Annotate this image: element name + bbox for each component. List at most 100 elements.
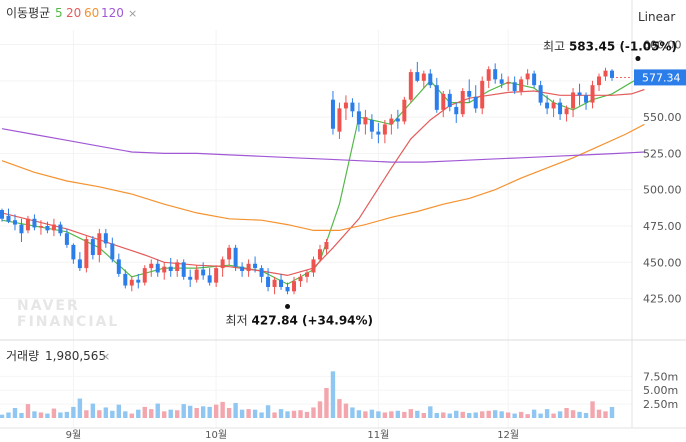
candle-body: [473, 96, 478, 109]
candle-body: [110, 243, 115, 260]
volume-bar: [363, 411, 368, 418]
candle-body: [493, 69, 498, 80]
ma-legend-120[interactable]: 120: [101, 6, 124, 20]
candle-body: [136, 279, 141, 283]
candle-body: [506, 82, 511, 84]
current-price-tag: [634, 69, 686, 86]
volume-bar: [609, 407, 615, 418]
volume-bar: [551, 413, 556, 418]
volume-bar: [64, 411, 70, 418]
candle-body: [0, 210, 4, 219]
candle-body: [58, 224, 63, 234]
volume-bar: [19, 413, 24, 418]
candle-body: [142, 268, 147, 283]
ma-legend-5[interactable]: 5: [55, 6, 63, 20]
volume-bar: [116, 404, 122, 418]
ma-legend-20[interactable]: 20: [66, 6, 81, 20]
volume-bar: [408, 409, 414, 418]
candle-body: [512, 82, 517, 91]
volume-bar: [32, 411, 37, 418]
volume-bar: [110, 410, 115, 418]
volume-bar: [246, 409, 251, 418]
candle-body: [499, 79, 504, 84]
candle-body: [259, 268, 264, 277]
volume-bar: [447, 413, 452, 418]
price-tick-label: 450.00: [643, 256, 682, 269]
high-value: 583.45 (-1.05%): [569, 40, 677, 54]
volume-bar: [123, 411, 128, 418]
candle-body: [175, 262, 180, 272]
candle-body: [376, 131, 381, 135]
candle-body: [162, 266, 167, 273]
volume-bar: [415, 410, 420, 418]
high-label: 최고: [543, 40, 565, 54]
scale-button-bg[interactable]: [633, 4, 685, 28]
volume-legend-close-icon[interactable]: ×: [101, 350, 110, 363]
volume-bar: [337, 399, 342, 418]
candle-body: [538, 85, 543, 103]
volume-bar: [187, 405, 193, 418]
candle-body: [402, 99, 407, 122]
candle-body: [233, 247, 238, 267]
candle-body: [324, 241, 329, 250]
low-value: 427.84 (+34.94%): [252, 313, 374, 327]
candle-body: [6, 215, 11, 222]
candle-body: [149, 263, 154, 269]
volume-bar: [531, 409, 537, 418]
candle-body: [454, 106, 459, 115]
volume-bar: [369, 409, 375, 418]
volume-bar: [298, 410, 303, 418]
ma-legend-60[interactable]: 60: [84, 6, 99, 20]
scale-button-label[interactable]: Linear: [638, 10, 675, 24]
time-tick-label: 10월: [205, 429, 227, 441]
volume-bar: [142, 406, 147, 418]
volume-legend-label: 거래량: [6, 349, 39, 363]
time-tick-label: 9월: [66, 429, 82, 441]
candle-body: [532, 73, 537, 86]
low-marker: [285, 303, 291, 309]
scale-button[interactable]: Linear: [633, 4, 685, 28]
candle-body: [337, 108, 342, 132]
ma-legend-close-icon[interactable]: ×: [128, 7, 137, 20]
volume-bar: [544, 409, 550, 418]
volume-bar: [226, 408, 232, 418]
candle-body: [253, 263, 258, 269]
volume-bar: [441, 412, 446, 418]
volume-bar: [129, 413, 134, 418]
candle-body: [19, 224, 24, 234]
candle-body: [201, 269, 206, 276]
volume-bar: [25, 404, 31, 418]
volume-bar: [518, 411, 524, 418]
candle-body: [363, 117, 368, 125]
candle-body: [188, 276, 193, 280]
volume-bar: [90, 403, 96, 418]
volume-bar: [0, 414, 5, 418]
volume-bar: [311, 407, 316, 418]
volume-bar: [603, 411, 608, 418]
candle-body: [597, 76, 602, 86]
volume-bar: [564, 408, 569, 418]
candle-body: [103, 233, 108, 244]
volume-bar: [402, 411, 407, 418]
volume-bar: [317, 401, 323, 418]
candle-body: [584, 95, 589, 103]
candle-body: [486, 69, 491, 81]
volume-bar: [272, 412, 277, 418]
volume-bar: [434, 413, 439, 418]
candle-body: [90, 239, 95, 256]
candle-body: [240, 266, 245, 272]
volume-bar: [324, 388, 329, 418]
volume-bar: [376, 411, 381, 418]
candle-body: [123, 273, 128, 286]
candle-body: [343, 102, 348, 109]
candle-body: [610, 70, 614, 78]
candle-body: [25, 218, 30, 231]
candle-body: [577, 92, 582, 96]
candle-body: [428, 73, 433, 86]
candle-body: [415, 72, 420, 81]
volume-bars: [0, 371, 615, 418]
candle-body: [97, 233, 102, 256]
